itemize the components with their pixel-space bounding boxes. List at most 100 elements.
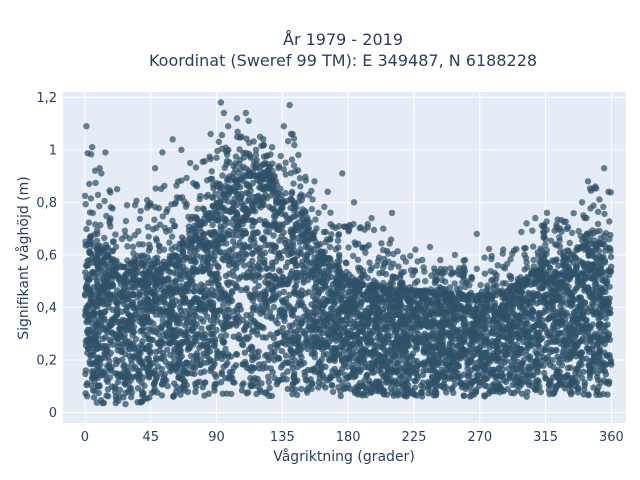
data-point [171,311,178,318]
data-point [567,364,574,371]
data-point [550,325,557,333]
data-point [440,349,447,356]
data-point [128,301,135,308]
data-point [567,302,575,309]
data-point [574,384,582,392]
data-point [361,359,368,367]
data-point [256,216,263,224]
data-point [600,377,608,384]
data-point [255,271,262,278]
data-point [265,378,272,386]
data-point [302,331,309,338]
data-point [91,387,99,395]
data-point [325,289,332,297]
data-point [267,365,275,372]
data-point [333,287,340,294]
data-point [370,361,377,369]
data-point [255,202,262,209]
data-point [179,247,187,254]
data-point [375,383,382,391]
data-point [149,271,156,278]
data-point [574,318,581,325]
data-point [253,378,260,386]
data-point [342,306,349,313]
data-point [562,283,569,290]
data-point [308,380,316,387]
data-point [122,381,129,388]
data-point [321,318,329,325]
data-point [138,312,145,319]
data-point [294,348,301,355]
data-point [192,258,199,266]
data-point [419,308,427,315]
data-point [362,384,369,391]
data-point [447,359,455,366]
data-point [550,363,557,371]
data-point [240,262,248,269]
data-point [589,321,596,328]
data-point [364,351,371,358]
data-point [152,293,159,301]
data-point [218,370,225,378]
data-point [345,347,352,354]
data-point [344,384,351,392]
data-point [249,304,257,312]
data-point [233,351,241,358]
data-point [580,368,587,375]
data-point [245,333,253,341]
data-point [539,354,547,361]
data-point [599,307,607,314]
data-point [278,347,286,355]
data-point [207,270,214,277]
data-point [145,307,153,315]
data-point [512,331,520,338]
data-point [171,392,178,399]
data-point [328,382,336,389]
data-point [192,388,199,396]
data-point [272,317,279,325]
data-point [491,309,498,316]
data-point [280,288,287,296]
data-point [112,298,120,306]
data-point [585,261,592,268]
data-point [158,392,166,399]
data-point [526,353,534,360]
data-point [418,382,425,389]
data-point [523,346,530,354]
data-point [316,360,323,367]
chart-title: År 1979 - 2019 [283,30,403,49]
data-point [379,344,386,351]
data-point [352,387,359,395]
data-point [99,335,107,343]
data-point [197,286,204,293]
data-point [99,275,106,282]
data-point [355,355,362,362]
data-point [498,361,505,369]
data-point [143,289,150,297]
data-point [433,370,440,377]
data-point [130,345,138,352]
data-point [402,360,409,367]
data-point [223,361,230,369]
data-point [317,299,325,307]
data-point [583,355,590,362]
data-point [506,320,513,328]
data-point [204,258,211,266]
data-point [523,393,530,400]
data-point [493,319,500,326]
data-point [275,267,283,274]
data-point [546,381,553,388]
data-point [404,317,411,325]
data-point [466,372,473,380]
data-point [250,205,257,212]
data-point [499,373,506,380]
data-point [590,301,597,308]
data-point [247,265,254,272]
data-point [571,268,578,275]
data-point [338,296,345,303]
data-point [235,252,243,259]
data-point [482,326,489,333]
data-point [286,238,293,245]
data-point [571,350,578,357]
data-point [388,389,395,396]
